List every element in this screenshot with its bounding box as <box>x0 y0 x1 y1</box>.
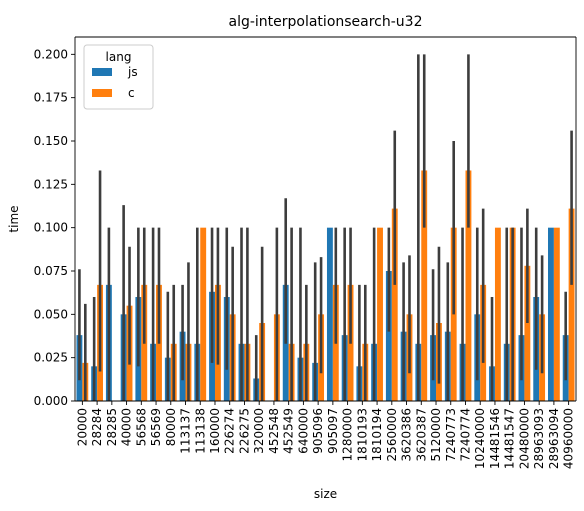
x-tick-label: 320000 <box>252 408 266 454</box>
y-tick-label: 0.200 <box>34 47 68 61</box>
bar-js-905097 <box>326 227 333 401</box>
legend-label-js: js <box>127 65 138 79</box>
bar-c-7240773 <box>450 227 457 401</box>
bar-c-20480000 <box>524 265 531 401</box>
x-tick-label: 20480000 <box>517 408 531 469</box>
x-tick-label: 452549 <box>282 408 296 454</box>
x-axis: 20000 28284 28285 40000 56568 56569 80000 11313… <box>75 36 576 469</box>
x-tick-label: 3620387 <box>414 408 428 461</box>
chart-title: alg-interpolationsearch-u32 <box>228 14 422 30</box>
x-tick-label: 56569 <box>149 408 163 446</box>
bar-c-2560000 <box>391 208 398 401</box>
legend-items: js c <box>92 65 138 100</box>
bar-c-1810194 <box>377 227 383 401</box>
y-tick-label: 0.100 <box>34 221 68 235</box>
y-tick-label: 0.150 <box>34 134 68 148</box>
x-tick-label: 80000 <box>164 408 178 446</box>
bar-c-28963094 <box>553 227 560 401</box>
x-tick-label: 5120000 <box>429 408 443 461</box>
x-tick-label: 3620386 <box>400 408 414 461</box>
x-tick-label: 113137 <box>179 408 193 454</box>
x-tick-label: 226275 <box>237 408 251 454</box>
bar-c-7240774 <box>465 170 472 401</box>
x-tick-label: 14481547 <box>503 408 517 469</box>
x-tick-label: 640000 <box>296 408 310 454</box>
legend-title: lang <box>106 50 132 64</box>
y-tick-label: 0.050 <box>34 307 68 321</box>
x-tick-label: 10240000 <box>473 408 487 469</box>
bar-js-28963094 <box>548 227 554 401</box>
x-tick-label: 7240774 <box>458 408 472 461</box>
x-tick-label: 160000 <box>208 408 222 454</box>
x-tick-label: 1280000 <box>341 408 355 461</box>
y-tick-label: 0.175 <box>34 91 68 105</box>
x-tick-label: 452548 <box>267 408 281 454</box>
bar-c-3620387 <box>421 170 428 401</box>
x-tick-label: 113138 <box>193 408 207 454</box>
bar-c-40960000 <box>568 208 575 401</box>
x-tick-label: 20000 <box>75 408 89 446</box>
x-tick-label: 2560000 <box>385 408 399 461</box>
x-tick-label: 905096 <box>311 408 325 454</box>
x-tick-label: 905097 <box>326 408 340 454</box>
x-tick-label: 56568 <box>134 408 148 446</box>
x-tick-label: 28284 <box>90 408 104 446</box>
x-tick-label: 1810193 <box>355 408 369 461</box>
x-tick-label: 7240773 <box>444 408 458 461</box>
y-tick-label: 0.125 <box>34 177 68 191</box>
x-tick-label: 40000 <box>120 408 134 446</box>
y-tick-label: 0.025 <box>34 351 68 365</box>
x-tick-label: 28963093 <box>532 408 546 469</box>
bar-c-14481546 <box>494 227 501 401</box>
x-axis-title: size <box>314 487 337 501</box>
x-tick-label: 40960000 <box>562 408 576 469</box>
y-axis-title: time <box>7 205 21 232</box>
legend-label-c: c <box>128 86 135 100</box>
x-tick-label: 226274 <box>223 408 237 454</box>
legend-swatch-js <box>92 68 112 76</box>
x-tick-label: 28963094 <box>547 408 561 469</box>
x-tick-label: 14481546 <box>488 408 502 469</box>
error-bars-layer <box>78 54 573 401</box>
y-tick-label: 0.000 <box>34 394 68 408</box>
legend: lang js c <box>83 44 154 110</box>
legend-swatch-c <box>92 89 112 97</box>
x-tick-label: 28285 <box>105 408 119 446</box>
y-axis: 0.000 0.025 0.050 0.075 0.100 0.125 0.150 0.175… <box>34 37 577 408</box>
x-tick-label: 1810194 <box>370 408 384 461</box>
bar-js-2560000 <box>385 271 392 401</box>
y-tick-label: 0.075 <box>34 264 68 278</box>
bar-c-113138 <box>200 227 207 401</box>
